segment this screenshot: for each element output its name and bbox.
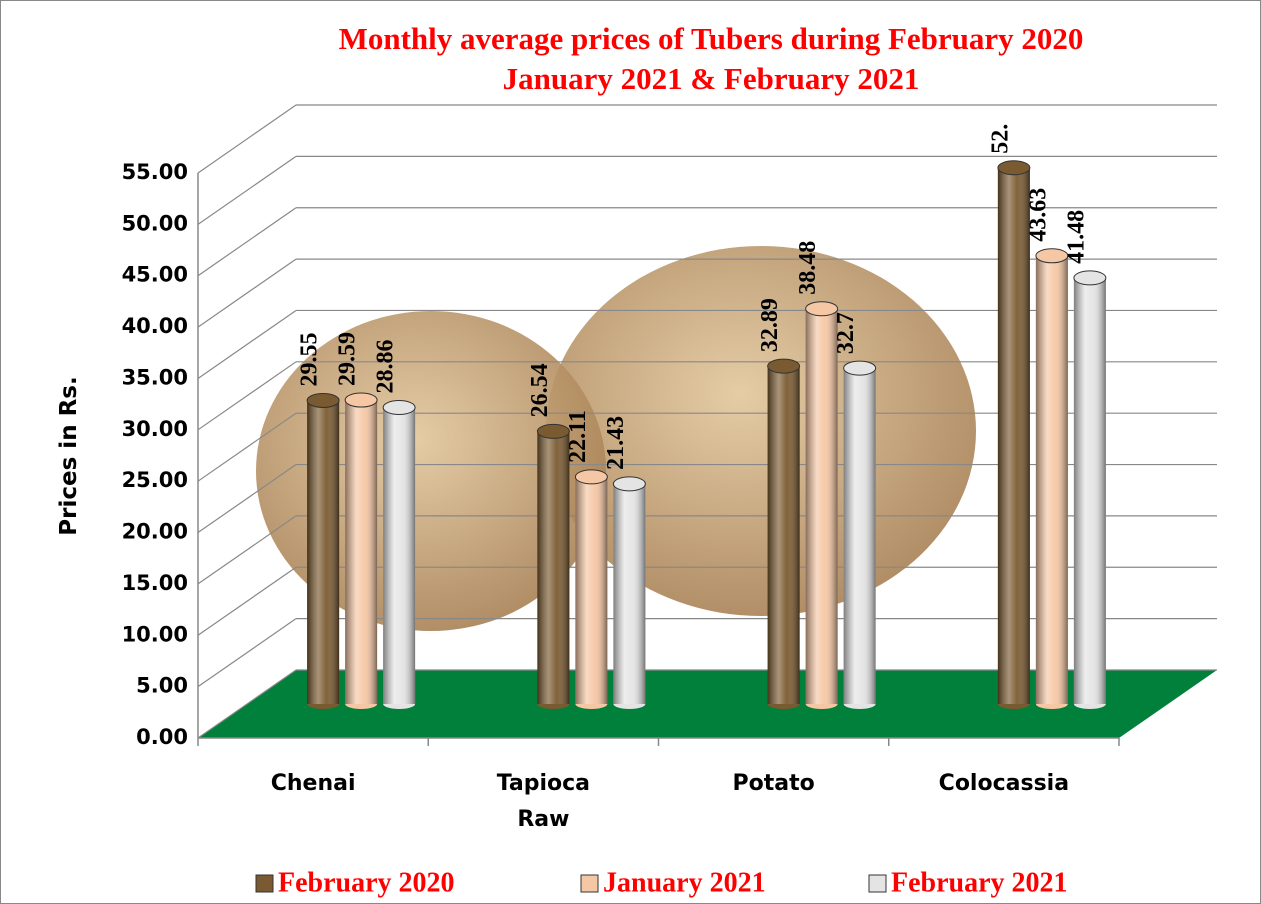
grid-line	[198, 105, 296, 173]
grid-line	[198, 310, 296, 378]
bar	[575, 470, 607, 709]
value-label: 43.63	[1025, 188, 1051, 242]
bar-shade	[998, 168, 1030, 704]
bar	[768, 359, 800, 709]
chart-title: January 2021 & February 2021	[503, 61, 920, 96]
bar-shade	[768, 366, 800, 704]
value-label: 32.89	[757, 298, 783, 352]
x-tick-label: Potato	[689, 766, 859, 802]
y-axis-label: Prices in Rs.	[56, 376, 82, 535]
bar-cap	[768, 359, 800, 373]
legend-swatch	[256, 875, 273, 892]
bar	[1036, 249, 1068, 709]
bar-cap	[1074, 271, 1106, 285]
bar-cap	[998, 161, 1030, 175]
legend-label: January 2021	[603, 867, 766, 898]
bar	[345, 393, 377, 709]
x-tick-label: Colocassia	[919, 766, 1089, 802]
y-tick-label: 25.00	[122, 468, 188, 492]
bar-cap	[345, 393, 377, 407]
bar	[844, 361, 876, 709]
legend: February 2020 January 2021 February 2021	[256, 867, 1068, 898]
legend-label: February 2021	[891, 867, 1068, 898]
grid-line	[198, 156, 296, 224]
grid-line	[198, 259, 296, 327]
y-tick-label: 15.00	[122, 571, 188, 595]
grid-line	[198, 208, 296, 276]
bar	[307, 393, 339, 709]
bar-shade	[844, 368, 876, 704]
grid-line	[198, 619, 296, 687]
value-label: 52.	[987, 124, 1013, 154]
bar-cap	[575, 470, 607, 484]
bar	[613, 477, 645, 709]
bar-shade	[345, 400, 377, 704]
bar-shade	[1036, 256, 1068, 704]
y-tick-label: 55.00	[122, 160, 188, 184]
value-label: 22.11	[565, 410, 591, 463]
legend-swatch	[869, 875, 886, 892]
y-tick-label: 5.00	[136, 674, 188, 698]
bar-shade	[383, 408, 415, 704]
bar	[383, 401, 415, 709]
bar-shade	[806, 309, 838, 704]
bar-shade	[613, 484, 645, 704]
bar-shade	[537, 431, 569, 704]
bar	[998, 161, 1030, 709]
bar-shade	[1074, 278, 1106, 704]
bar-cap	[844, 361, 876, 375]
chart-title: Monthly average prices of Tubers during …	[339, 21, 1084, 56]
y-tick-label: 40.00	[122, 314, 188, 338]
value-label: 29.55	[297, 332, 323, 386]
y-tick-label: 45.00	[122, 263, 188, 287]
y-tick-label: 30.00	[122, 417, 188, 441]
bar	[537, 424, 569, 709]
bar-shade	[307, 400, 339, 704]
y-tick-label: 35.00	[122, 365, 188, 389]
value-label: 21.43	[603, 416, 629, 470]
bar	[806, 302, 838, 709]
legend-label: February 2020	[278, 867, 455, 898]
bar-cap	[307, 393, 339, 407]
y-tick-label: 0.00	[136, 725, 188, 749]
grid-line	[198, 567, 296, 635]
legend-swatch	[581, 875, 598, 892]
y-tick-label: 50.00	[122, 211, 188, 235]
value-label: 41.48	[1063, 210, 1089, 264]
bar-shade	[575, 477, 607, 704]
value-label: 29.59	[335, 332, 361, 386]
value-label: 28.86	[373, 340, 399, 394]
chart: 0.00 5.00 10.00 15.00 20.00 25.00 30.00 35.00 40…	[0, 0, 1261, 904]
x-tick-label: Chenai	[228, 766, 398, 802]
y-tick-label: 10.00	[122, 622, 188, 646]
value-label: 32.7	[833, 312, 859, 354]
value-label: 26.54	[527, 363, 553, 417]
bar-cap	[613, 477, 645, 491]
y-tick-label: 20.00	[122, 520, 188, 544]
value-label: 38.48	[795, 241, 821, 295]
x-tick-label: Tapioca Raw	[483, 766, 603, 838]
bar-cap	[383, 401, 415, 415]
bar	[1074, 271, 1106, 709]
